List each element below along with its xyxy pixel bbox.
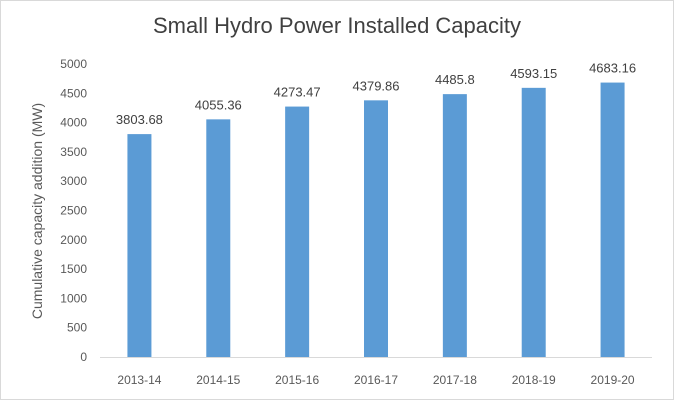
bar bbox=[442, 94, 467, 358]
x-tick-label: 2019-20 bbox=[591, 373, 635, 387]
data-label: 4485.8 bbox=[435, 72, 475, 87]
y-tick-label: 4500 bbox=[60, 86, 87, 100]
y-tick-label: 2000 bbox=[60, 233, 87, 247]
bar bbox=[364, 100, 388, 357]
x-tick-label: 2017-18 bbox=[433, 373, 477, 387]
x-tick-label: 2018-19 bbox=[512, 373, 556, 387]
x-tick-label: 2015-16 bbox=[275, 373, 319, 387]
x-tick-label: 2014-15 bbox=[196, 373, 240, 387]
y-tick-label: 2500 bbox=[60, 204, 87, 218]
y-tick-label: 3000 bbox=[60, 174, 87, 188]
data-label: 4593.15 bbox=[510, 66, 557, 81]
bar bbox=[521, 87, 546, 358]
x-tick-label: 2016-17 bbox=[354, 373, 398, 387]
data-label: 4379.86 bbox=[353, 78, 400, 93]
bar bbox=[206, 119, 231, 358]
bar bbox=[285, 106, 310, 357]
y-tick-label: 0 bbox=[80, 350, 87, 364]
y-tick-label: 1000 bbox=[60, 291, 87, 305]
y-tick-label: 500 bbox=[67, 321, 87, 335]
chart-title: Small Hydro Power Installed Capacity bbox=[152, 13, 522, 38]
y-tick-label: 3500 bbox=[60, 145, 87, 159]
data-label: 4055.36 bbox=[195, 97, 242, 112]
y-tick-label: 4000 bbox=[60, 116, 87, 130]
bar bbox=[600, 82, 625, 357]
y-tick-label: 5000 bbox=[60, 57, 87, 71]
bar bbox=[127, 134, 152, 357]
data-label: 4683.16 bbox=[589, 61, 636, 76]
x-tick-label: 2013-14 bbox=[117, 373, 161, 387]
y-tick-label: 1500 bbox=[60, 262, 87, 276]
data-label: 3803.68 bbox=[116, 112, 163, 127]
data-label: 4273.47 bbox=[274, 85, 321, 100]
